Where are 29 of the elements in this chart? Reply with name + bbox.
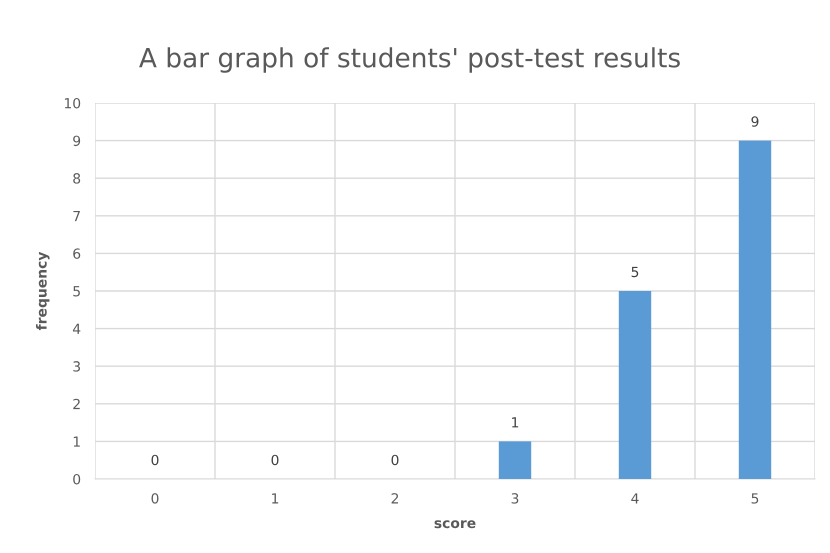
x-tick-label: 3 — [512, 493, 518, 504]
x-tick-label: 0 — [151, 493, 158, 504]
y-tick-label: 0 — [73, 474, 80, 484]
data-label: 0 — [151, 454, 158, 466]
y-tick-label: 3 — [73, 361, 80, 372]
bar — [738, 140, 772, 479]
y-tick-label: 7 — [73, 210, 80, 222]
data-label: 5 — [632, 266, 638, 278]
data-label: 0 — [391, 454, 398, 466]
x-tick-label: 4 — [631, 493, 639, 504]
data-label: 0 — [271, 454, 278, 466]
y-tick-label: 10 — [64, 98, 80, 108]
x-tick-label: 2 — [392, 493, 398, 504]
data-label: 9 — [751, 116, 758, 127]
y-tick-label: 1 — [74, 436, 80, 447]
y-tick-label: 8 — [73, 173, 80, 184]
y-tick-label: 4 — [72, 324, 80, 334]
y-tick-label: 5 — [73, 286, 80, 296]
x-tick-label: 5 — [752, 493, 758, 504]
chart-title: A bar graph of students' post-test results — [139, 47, 680, 73]
y-tick-label: 6 — [73, 248, 80, 259]
bar — [498, 441, 532, 479]
y-tick-label: 2 — [73, 398, 80, 410]
x-tick-label: 1 — [272, 493, 278, 504]
y-axis-title: frequency — [36, 252, 50, 330]
data-label: 1 — [512, 417, 518, 428]
bar — [618, 291, 652, 479]
x-axis-title: score — [434, 520, 476, 528]
y-tick-label: 9 — [73, 136, 80, 146]
